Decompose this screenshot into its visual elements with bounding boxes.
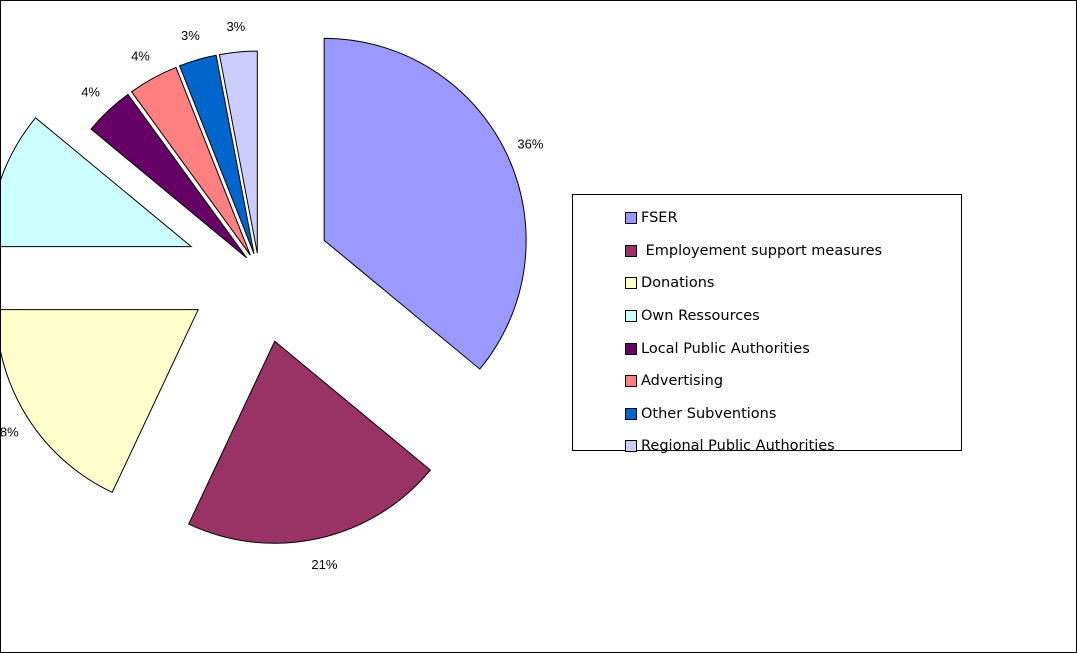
legend-label: Own Ressources: [641, 308, 760, 325]
data-label-local-public-authorities: 4%: [81, 85, 100, 100]
legend-label: FSER: [641, 210, 678, 227]
pie-slice-advertising: [130, 66, 251, 256]
pie-slice-employement-support-measures: [188, 340, 432, 544]
data-label-fser: 36%: [517, 136, 543, 151]
data-label-regional-public-authorities: 3%: [226, 19, 245, 34]
legend-label: Advertising: [641, 373, 724, 390]
data-label-donations: 18%: [1, 425, 19, 440]
legend-item-employement-support-measures: Employement support measures: [625, 235, 961, 268]
legend-swatch: [625, 375, 637, 388]
legend-swatch: [625, 440, 637, 453]
legend-swatch: [625, 244, 637, 257]
legend-item-donations: Donations: [625, 267, 961, 300]
legend-item-advertising: Advertising: [625, 365, 961, 398]
legend-label: Local Public Authorities: [641, 340, 810, 357]
pie-slice-donations: [1, 309, 199, 494]
pie-slice-other-subventions: [178, 54, 255, 254]
pie-slice-regional-public-authorities: [218, 50, 258, 254]
legend-swatch: [625, 310, 637, 323]
legend-item-local-public-authorities: Local Public Authorities: [625, 332, 961, 365]
pie-slice-own-ressources: [1, 117, 193, 248]
legend-item-fser: FSER: [625, 202, 961, 235]
legend-label: Other Subventions: [641, 405, 777, 422]
legend-swatch: [625, 212, 637, 225]
legend-item-other-subventions: Other Subventions: [625, 398, 961, 431]
legend-swatch: [625, 277, 637, 290]
pie-slice-fser: [323, 37, 527, 370]
pie-slice-local-public-authorities: [90, 93, 248, 259]
chart-legend: FSER Employement support measures Donatio…: [572, 194, 962, 454]
data-label-employement-support-measures: 21%: [311, 557, 337, 572]
legend-swatch: [625, 342, 637, 355]
legend-swatch: [625, 407, 637, 420]
legend-label: Regional Public Authorities: [641, 438, 835, 455]
legend-label: Donations: [641, 275, 715, 292]
data-label-other-subventions: 3%: [181, 28, 200, 43]
data-label-advertising: 4%: [131, 48, 150, 63]
legend-item-own-ressources: Own Ressources: [625, 300, 961, 333]
legend-label: Employement support measures: [641, 242, 883, 259]
legend-item-regional-public-authorities: Regional Public Authorities: [625, 430, 961, 463]
